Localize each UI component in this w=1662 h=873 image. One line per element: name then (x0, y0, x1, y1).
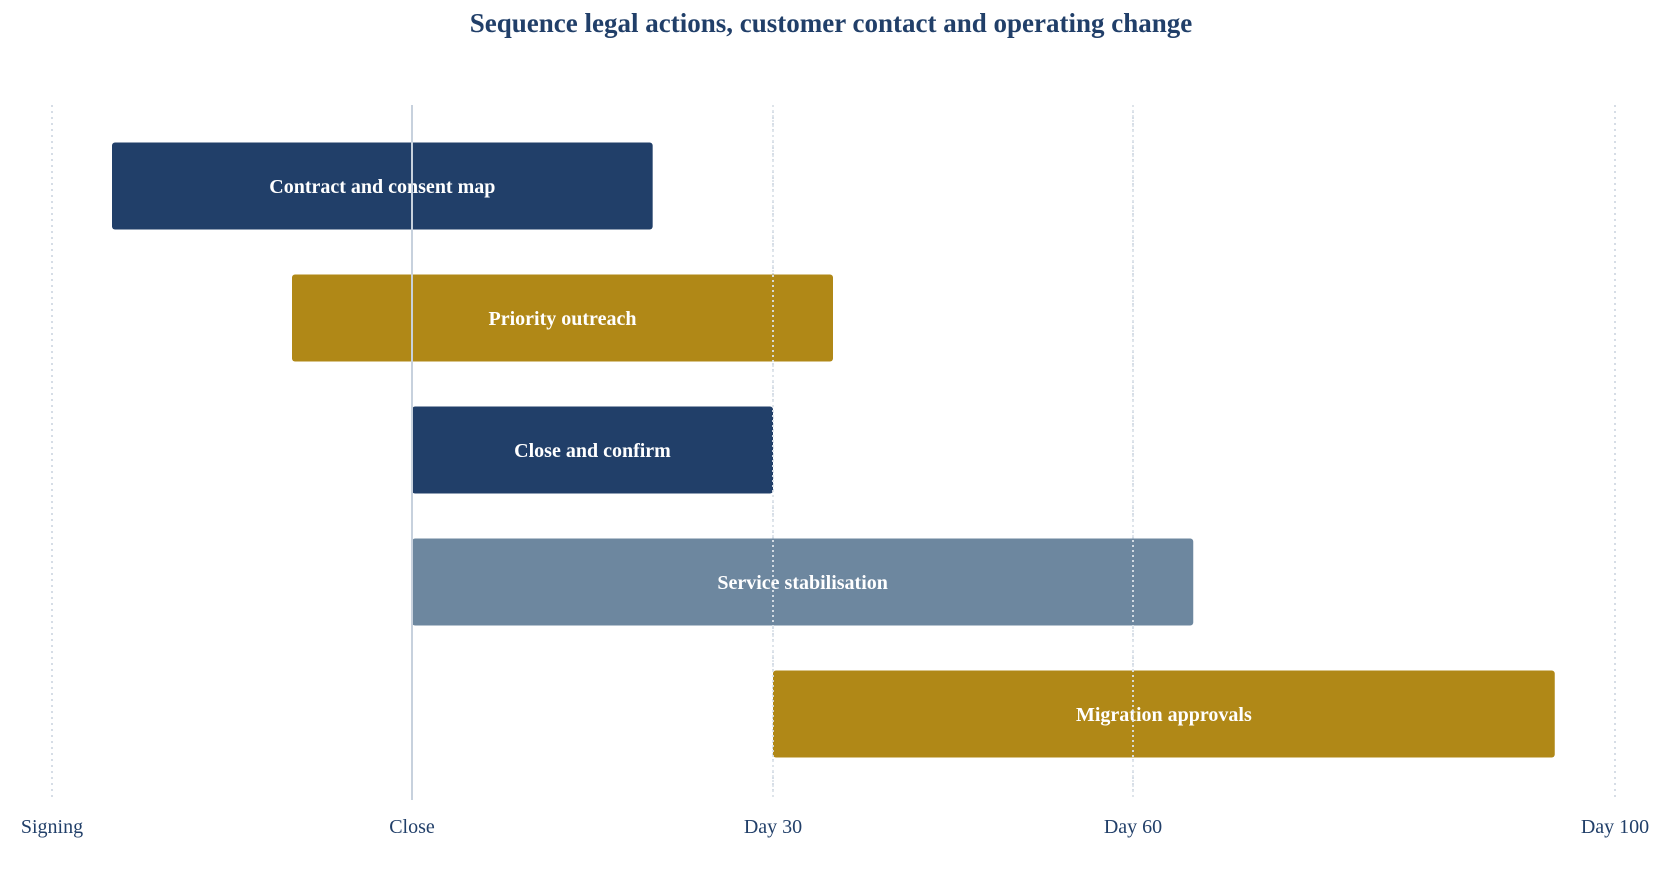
bar-layer: Contract and consent map Priority outreac… (112, 142, 1555, 758)
task-label: Contract and consent map (269, 176, 495, 198)
x-tick-label: Day 60 (1104, 816, 1162, 838)
task-bar (112, 142, 653, 230)
x-tick-label: Close (389, 816, 435, 838)
task-label: Service stabilisation (717, 572, 888, 594)
overlay-layer (411, 105, 1134, 800)
task-label: Migration approvals (1076, 704, 1252, 726)
x-axis-ticks: Signing Close Day 30 Day 60 Day 100 (21, 816, 1649, 838)
task-label: Close and confirm (514, 440, 671, 462)
chart-title: Sequence legal actions, customer contact… (469, 8, 1193, 38)
task-bar (292, 274, 833, 362)
task-bar (412, 406, 773, 494)
x-tick-label: Signing (21, 816, 83, 838)
x-tick-label: Day 30 (744, 816, 802, 838)
task-label: Priority outreach (489, 308, 637, 330)
task-bar (412, 538, 1194, 626)
x-tick-label: Day 100 (1581, 816, 1649, 838)
task-bar (773, 670, 1555, 758)
